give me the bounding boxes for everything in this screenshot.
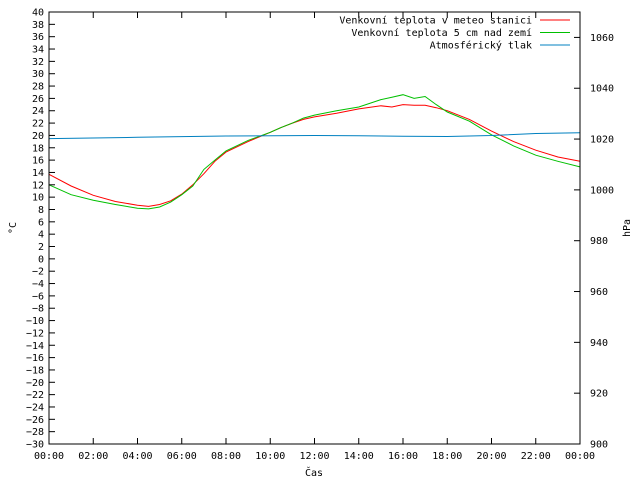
y2-tick-label: 1020	[590, 135, 614, 146]
y-tick-label: −24	[26, 402, 44, 413]
y-tick-label: −20	[26, 378, 44, 389]
y-tick-label: 18	[32, 143, 44, 154]
y-tick-label: −18	[26, 365, 44, 376]
x-tick-label: 18:00	[432, 451, 462, 462]
y-tick-label: 22	[32, 119, 44, 130]
y2-tick-label: 1040	[590, 84, 614, 95]
y-tick-label: −12	[26, 328, 44, 339]
series-line-2	[48, 94, 581, 210]
y-tick-label: 0	[38, 254, 44, 265]
y2-tick-label: 980	[590, 236, 608, 247]
y-tick-label: 34	[32, 45, 44, 56]
y-tick-label: −22	[26, 390, 44, 401]
x-tick-label: 12:00	[299, 451, 329, 462]
x-tick-label: 02:00	[78, 451, 108, 462]
y-tick-label: −16	[26, 353, 44, 364]
axes: 00:00 02:00 04:00 06:00 08:00 10:00 12:00 14:00…	[26, 8, 614, 463]
y2-tick-label: 920	[590, 389, 608, 400]
y-tick-label: −14	[26, 341, 44, 352]
x-tick-label: 20:00	[476, 451, 506, 462]
series-line-3	[48, 132, 581, 140]
y-tick-label: 14	[32, 168, 44, 179]
x-tick-label: 16:00	[388, 451, 418, 462]
x-tick-label: 00:00	[34, 451, 64, 462]
y-tick-label: 36	[32, 32, 44, 43]
y-tick-label: −4	[32, 279, 44, 290]
y-tick-label: 10	[32, 193, 44, 204]
x-tick-label: 00:00	[565, 451, 595, 462]
y2-tick-label: 900	[590, 440, 608, 451]
y2-tick-label: 960	[590, 287, 608, 298]
x-tick-label: 22:00	[521, 451, 551, 462]
y-tick-label: 38	[32, 20, 44, 31]
legend: Venkovní teplota v meteo staniciVenkovní…	[339, 15, 570, 52]
y-axis-label: °C	[8, 222, 19, 234]
legend-label-3: Atmosférický tlak	[430, 40, 532, 52]
y-tick-label: −30	[26, 440, 44, 451]
y-tick-label: 32	[32, 57, 44, 68]
y-tick-label: 40	[32, 8, 44, 19]
y-tick-label: −10	[26, 316, 44, 327]
x-tick-label: 08:00	[211, 451, 241, 462]
x-axis-label: Čas	[305, 466, 323, 479]
x-tick-label: 06:00	[167, 451, 197, 462]
legend-label-1: Venkovní teplota v meteo stanici	[339, 15, 532, 27]
y-tick-label: 16	[32, 156, 44, 167]
y-tick-label: 30	[32, 69, 44, 80]
y2-tick-label: 1000	[590, 185, 614, 196]
y-tick-label: −8	[32, 304, 44, 315]
y-tick-label: −2	[32, 267, 44, 278]
plot-lines	[48, 94, 581, 210]
y-tick-label: 8	[38, 205, 44, 216]
plot-frame	[48, 11, 581, 445]
x-tick-label: 10:00	[255, 451, 285, 462]
y-tick-label: 12	[32, 180, 44, 191]
y-tick-label: 6	[38, 217, 44, 228]
y-tick-label: 2	[38, 242, 44, 253]
series-line-1	[48, 104, 581, 207]
y-tick-label: −28	[26, 427, 44, 438]
y-tick-label: 24	[32, 106, 44, 117]
y2-tick-label: 940	[590, 338, 608, 349]
y2-tick-label: 1060	[590, 33, 614, 44]
y2-axis-label: hPa	[622, 219, 633, 237]
y-tick-label: 26	[32, 94, 44, 105]
y-tick-label: −6	[32, 291, 44, 302]
y-tick-label: 4	[38, 230, 44, 241]
legend-label-2: Venkovní teplota 5 cm nad zemí	[351, 27, 532, 39]
x-tick-label: 04:00	[122, 451, 152, 462]
y-tick-label: −26	[26, 415, 44, 426]
x-tick-label: 14:00	[344, 451, 374, 462]
y-tick-label: 20	[32, 131, 44, 142]
y-tick-label: 28	[32, 82, 44, 93]
